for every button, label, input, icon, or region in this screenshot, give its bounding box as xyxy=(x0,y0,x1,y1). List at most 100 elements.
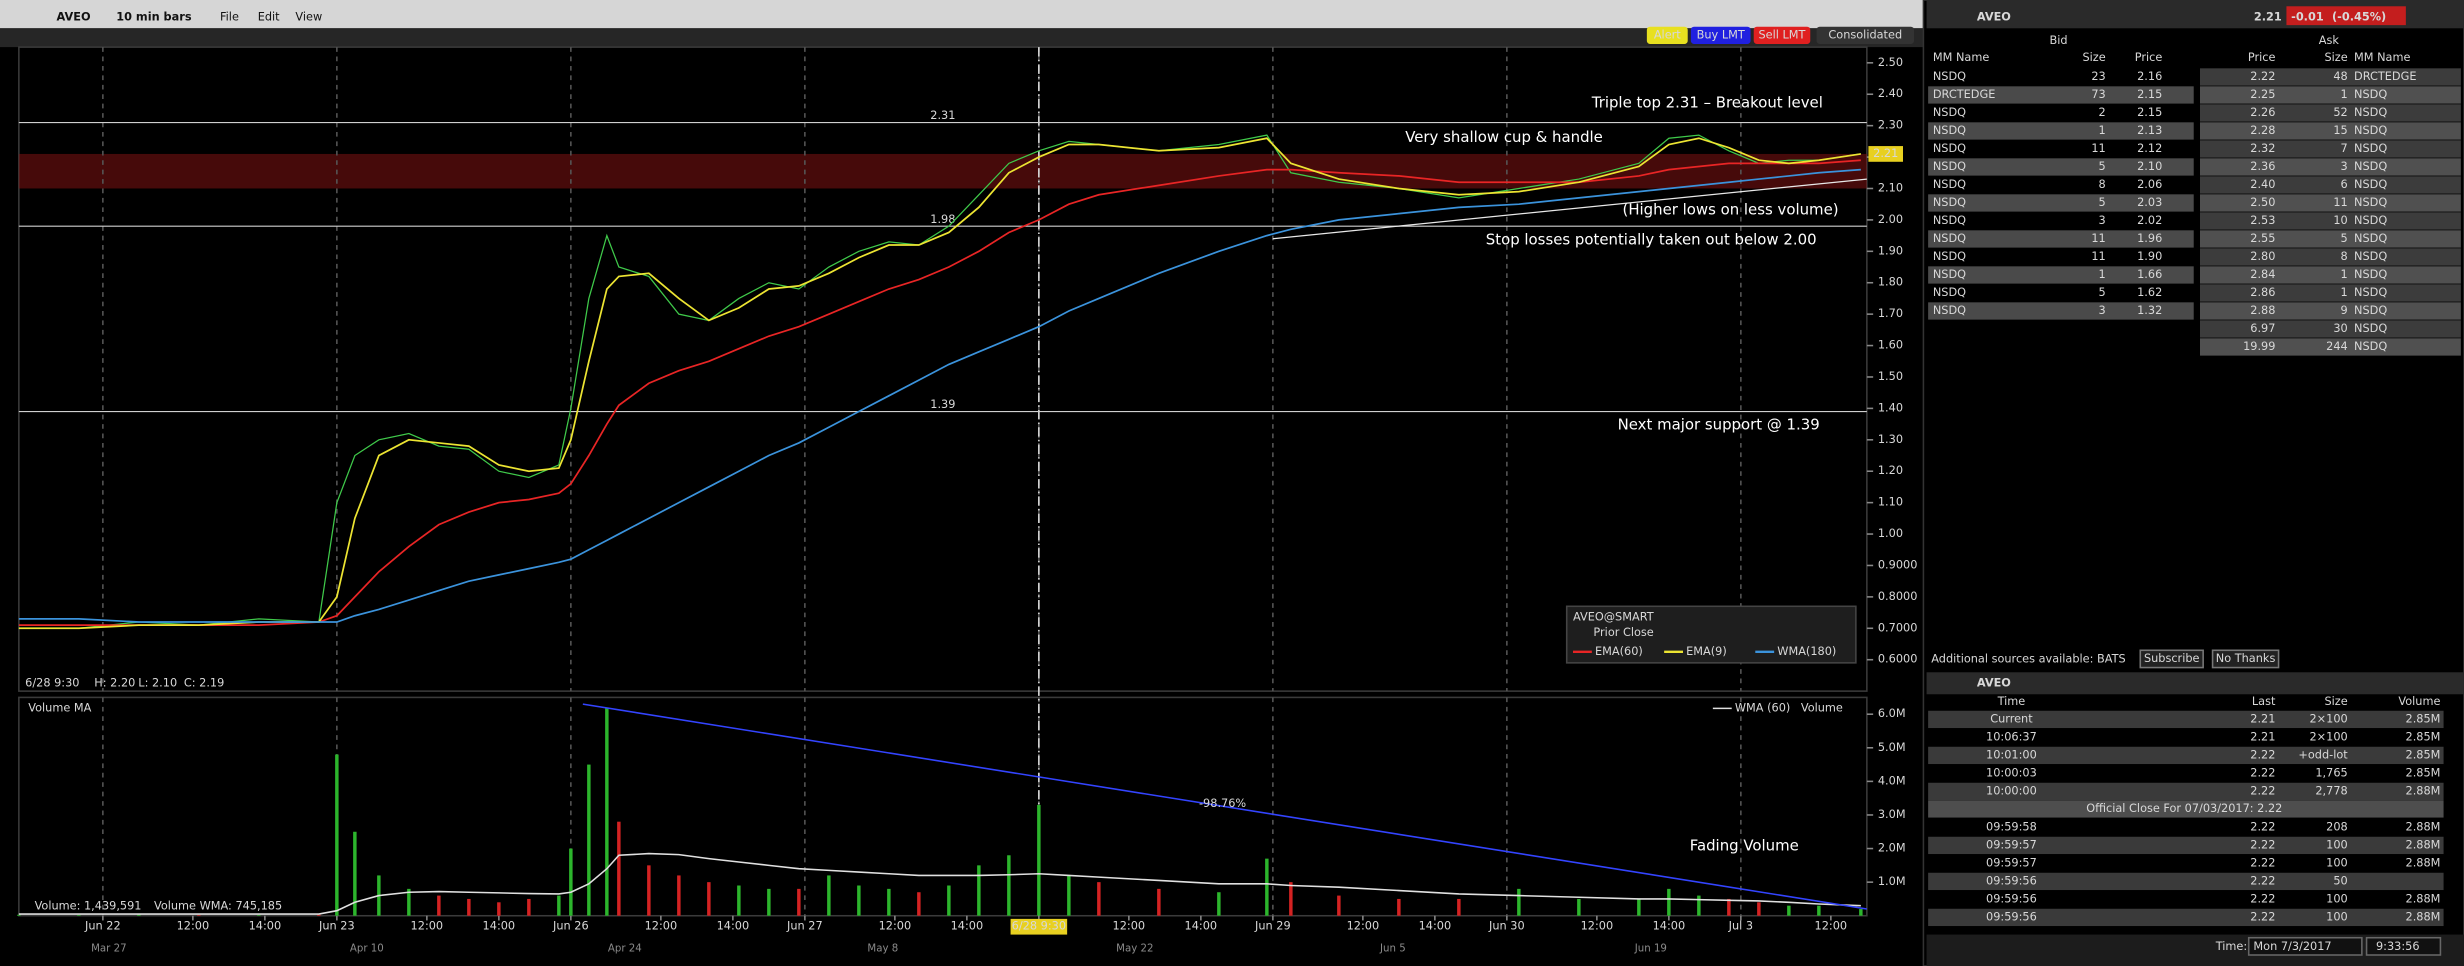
row-bg xyxy=(2200,320,2461,338)
row-bg xyxy=(1928,266,2194,284)
ohlc-readout: 6/28 9:30 xyxy=(25,676,79,689)
ask-cell: 7 xyxy=(2341,142,2348,155)
ask-cell: 2.36 xyxy=(2250,160,2275,173)
ts-cell: 2.22 xyxy=(2250,766,2275,779)
time-input[interactable]: 9:33:56 xyxy=(2376,940,2420,953)
bid-cell: 23 xyxy=(2091,70,2105,83)
ts-cell: 09:59:58 xyxy=(1986,820,2037,833)
change: -0.01 xyxy=(2291,10,2324,23)
ask-cell: 2.26 xyxy=(2250,106,2275,119)
bid-cell: 2.13 xyxy=(2137,124,2162,137)
button-label[interactable]: Sell LMT xyxy=(1759,28,1806,41)
input[interactable] xyxy=(2247,936,2363,956)
timeframe[interactable]: 10 min bars xyxy=(116,10,192,23)
ask-cell: NSDQ xyxy=(2354,214,2387,227)
bid-cell: NSDQ xyxy=(1933,286,1966,299)
ts-cell: 2×100 xyxy=(2309,730,2347,743)
bid-cell: NSDQ xyxy=(1933,268,1966,281)
ts-cell: 10:01:00 xyxy=(1986,748,2037,761)
ask-cell: 8 xyxy=(2341,250,2348,263)
ask-cell: NSDQ xyxy=(2354,196,2387,209)
volume-bar xyxy=(437,895,441,916)
menu-item[interactable]: Edit xyxy=(258,10,280,23)
button[interactable] xyxy=(2211,649,2280,669)
volume-bar xyxy=(1577,898,1581,916)
button-label[interactable]: No Thanks xyxy=(2216,652,2276,665)
volume-bar xyxy=(1859,909,1863,916)
button-label[interactable]: Alert xyxy=(1654,28,1681,41)
y-tick-label: 1.80 xyxy=(1878,276,1903,289)
ts-cell: 10:00:00 xyxy=(1986,784,2037,797)
bid-cell: 2.03 xyxy=(2137,196,2162,209)
bid-cell: 1.62 xyxy=(2137,286,2162,299)
x-tick-label: Jun 29 xyxy=(1254,920,1291,933)
bid-cell: NSDQ xyxy=(1933,124,1966,137)
ts-cell: 2.22 xyxy=(2250,892,2275,905)
button[interactable] xyxy=(1646,26,1688,44)
ask-cell: 3 xyxy=(2341,160,2348,173)
button-label[interactable]: Buy LMT xyxy=(1697,28,1745,41)
ask-cell: 2.32 xyxy=(2250,142,2275,155)
ask-cell: NSDQ xyxy=(2354,250,2387,263)
row-bg xyxy=(2200,338,2461,356)
input[interactable] xyxy=(2365,936,2442,956)
date-input[interactable]: Mon 7/3/2017 xyxy=(2253,940,2331,953)
x-tick-label: 14:00 xyxy=(951,920,984,933)
row-bg xyxy=(1928,746,2444,765)
volume-bar xyxy=(767,888,771,916)
ts-cell: 2×100 xyxy=(2309,712,2347,725)
ts-cell: 10:00:03 xyxy=(1986,766,2037,779)
ask-cell: 2.80 xyxy=(2250,250,2275,263)
button[interactable] xyxy=(2139,649,2204,669)
button-label[interactable]: Consolidated xyxy=(1828,28,1902,41)
row-bg xyxy=(1928,302,2194,320)
button[interactable] xyxy=(1753,26,1811,44)
volume-title: Volume MA xyxy=(28,701,91,714)
ask-cell: 2.22 xyxy=(2250,70,2275,83)
volume-bar xyxy=(605,707,609,916)
bid-cell: 2.10 xyxy=(2137,160,2162,173)
button[interactable] xyxy=(1816,26,1914,44)
bid-cell: NSDQ xyxy=(1933,142,1966,155)
x-tick-label: 14:00 xyxy=(1185,920,1218,933)
button[interactable] xyxy=(1690,26,1751,44)
bid-cell: NSDQ xyxy=(1933,214,1966,227)
menu-item[interactable]: File xyxy=(220,10,239,23)
x-secondary-label: May 22 xyxy=(1116,944,1153,955)
ask-cell: 2.53 xyxy=(2250,214,2275,227)
row-bg xyxy=(1928,158,2194,176)
ask-cell: NSDQ xyxy=(2354,286,2387,299)
volume-bar xyxy=(617,821,621,916)
row-bg xyxy=(2200,158,2461,176)
trendline xyxy=(1272,178,1867,240)
y-tick-label: 1.20 xyxy=(1878,464,1903,477)
y-tick-label: 1.00 xyxy=(1878,527,1903,540)
legend-title: AVEO@SMART xyxy=(1573,610,1654,623)
column-header: Price xyxy=(2135,51,2163,64)
column-header: Volume xyxy=(2398,695,2440,708)
row-bg xyxy=(1928,122,2194,140)
bid-cell: 2 xyxy=(2099,106,2106,119)
volume-bar xyxy=(137,914,141,916)
ts-cell: 09:59:57 xyxy=(1986,856,2037,869)
ask-cell: DRCTEDGE xyxy=(2354,70,2417,83)
price-line xyxy=(18,134,1861,629)
y-tick-label: 0.9000 xyxy=(1878,558,1918,571)
button-label[interactable]: Subscribe xyxy=(2144,652,2200,665)
level-label: 2.31 xyxy=(930,109,955,122)
column-header: Size xyxy=(2325,51,2348,64)
volume-bar xyxy=(887,888,891,916)
row-bg xyxy=(1928,908,2444,927)
row-bg xyxy=(1928,230,2194,248)
x-tick-label: 12:00 xyxy=(1815,920,1848,933)
bid-cell: 1.66 xyxy=(2137,268,2162,281)
x-secondary-label: Apr 10 xyxy=(350,944,384,955)
volume-bar xyxy=(527,898,531,916)
ask-cell: NSDQ xyxy=(2354,268,2387,281)
ts-cell: 2.85M xyxy=(2406,712,2441,725)
bid-cell: NSDQ xyxy=(1933,250,1966,263)
volume-bar xyxy=(1727,898,1731,916)
y-tick-label: 1.90 xyxy=(1878,244,1903,257)
volume-bar xyxy=(1757,902,1761,916)
menu-item[interactable]: View xyxy=(295,10,322,23)
